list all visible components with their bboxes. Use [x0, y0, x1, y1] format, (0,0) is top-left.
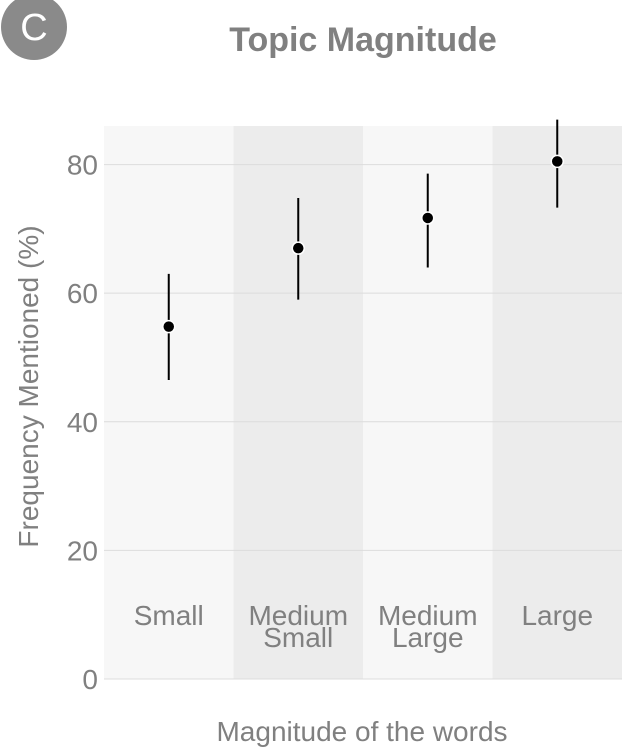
- x-axis-label: Magnitude of the words: [216, 716, 507, 747]
- data-point: [421, 211, 435, 225]
- chart-title: Topic Magnitude: [229, 21, 497, 59]
- y-tick-label: 80: [67, 150, 98, 181]
- x-tick-label: Small: [134, 600, 204, 631]
- x-tick-label: Large: [521, 600, 593, 631]
- gridlines: [104, 164, 622, 680]
- panel-badge: C: [1, 0, 67, 60]
- data-marks: [162, 119, 564, 380]
- x-tick-label: Medium Small: [248, 600, 348, 653]
- y-tick-label: 20: [67, 535, 98, 566]
- x-tick-labels: Small Medium Small Medium Large Large: [134, 600, 593, 653]
- y-tick-labels: 0 20 40 60 80: [67, 150, 98, 695]
- data-point: [162, 319, 176, 334]
- y-tick-label: 0: [82, 664, 98, 695]
- category-band: [104, 126, 234, 679]
- panel-badge-circle: [1, 0, 67, 60]
- category-bands: [104, 126, 622, 679]
- y-tick-label: 60: [67, 278, 98, 309]
- data-point: [550, 154, 564, 169]
- category-band: [492, 126, 622, 679]
- x-tick-label: Medium Large: [378, 600, 478, 653]
- y-tick-label: 40: [67, 407, 98, 438]
- panel-label: C: [20, 7, 47, 49]
- y-axis-label: Frequency Mentioned (%): [13, 225, 44, 547]
- data-point: [291, 241, 305, 255]
